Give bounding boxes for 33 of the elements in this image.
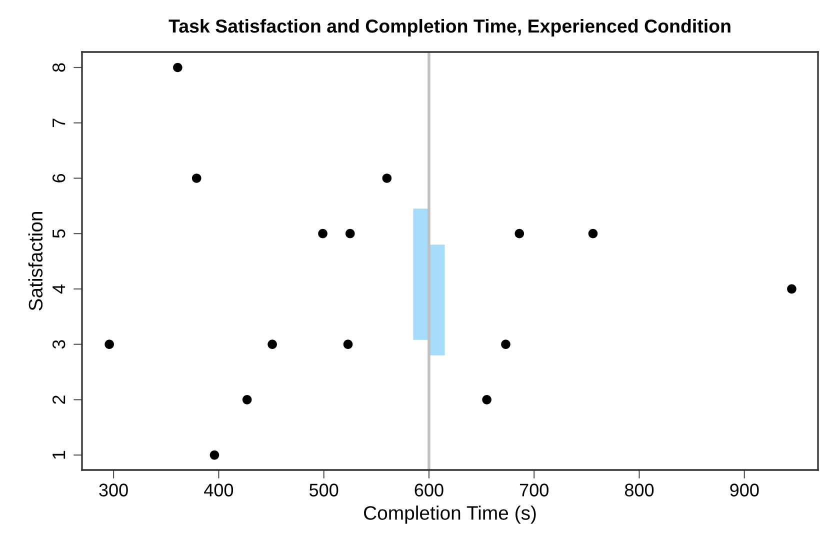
y-tick-label: 6 [52,174,66,182]
y-tick-label: 3 [52,340,66,349]
x-tick-label: 400 [204,484,234,496]
y-tick-label: 4 [52,284,66,294]
x-tick-label: 900 [730,484,759,496]
point [242,395,252,404]
x-tick-label: 800 [624,484,654,496]
y-tick-label: 8 [52,63,66,72]
x-tick-label: 600 [414,484,444,496]
point [482,395,492,404]
x-tick-label: 300 [99,484,128,496]
y-tick-label: 5 [52,229,66,238]
x-tick-label: 700 [520,484,548,496]
y-tick-label: 2 [52,396,66,404]
point [345,228,355,238]
point [588,228,598,238]
point [173,62,182,72]
point [514,228,524,238]
point [787,284,796,294]
point [192,174,202,183]
point [501,340,510,349]
point [318,228,328,238]
x-axis-title: Completion Time (s) [364,506,536,524]
point [104,340,114,349]
x-tick-label: 500 [309,484,338,496]
point [382,174,392,183]
point [343,340,353,349]
point [268,340,277,349]
y-tick-label: 1 [52,450,66,459]
point [210,450,220,460]
y-tick-label: 7 [52,118,66,127]
y-axis-title: Satisfaction [28,212,43,310]
chart-title: Task Satisfaction and Completion Time, Experienced Condition [168,18,730,36]
